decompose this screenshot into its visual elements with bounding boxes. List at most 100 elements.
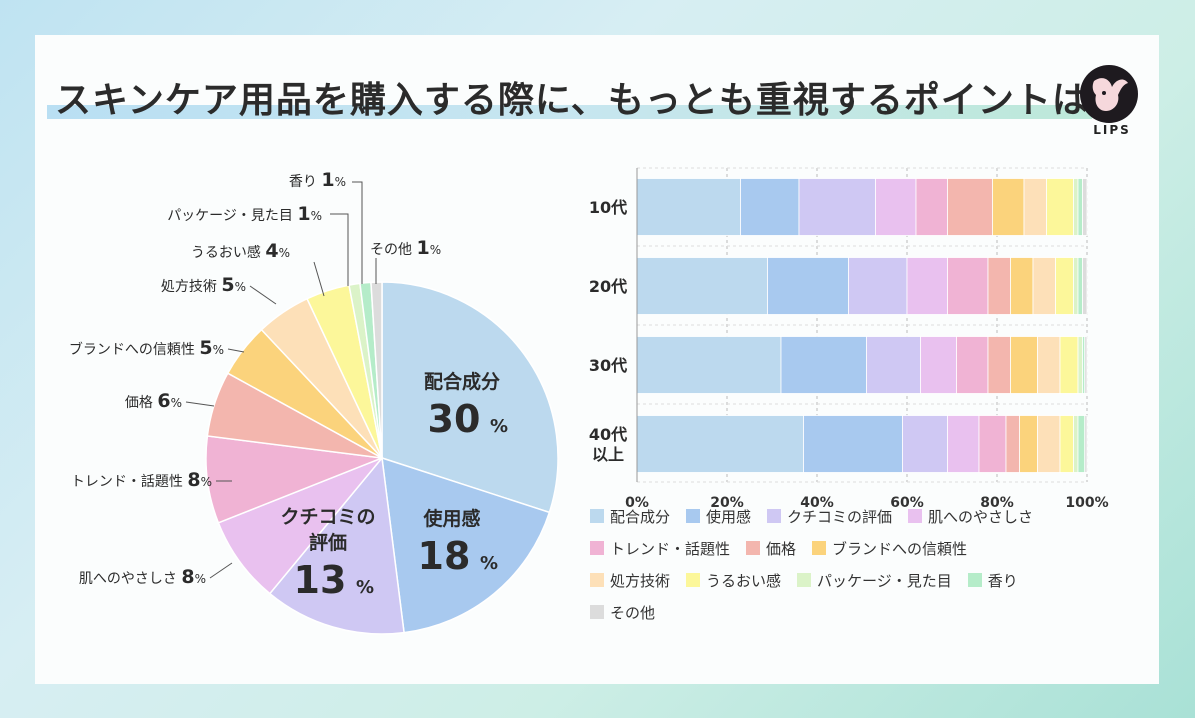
bar-segment xyxy=(987,257,1011,315)
leader-line xyxy=(209,562,233,579)
legend-label: 香り xyxy=(987,571,1018,590)
legend-label: トレンド・話題性 xyxy=(610,539,731,558)
bar-segment xyxy=(956,336,989,394)
slice-percentage: 13 xyxy=(294,558,347,602)
bar-segment xyxy=(1082,257,1088,315)
slice-label: 使用感 xyxy=(422,507,480,530)
bar-segment xyxy=(906,257,948,315)
legend-label: パッケージ・見た目 xyxy=(817,571,952,590)
leader-line xyxy=(185,401,215,407)
legend-item: ブランドへの信頼性 xyxy=(812,538,967,559)
bar-segment xyxy=(636,336,782,394)
slice-percentage: 18 xyxy=(418,534,471,578)
legend-swatch xyxy=(686,573,701,587)
outside-slice-label: パッケージ・見た目 1% xyxy=(167,203,322,225)
bar-segment xyxy=(798,178,876,236)
bar-segment xyxy=(1082,178,1088,236)
leader-line xyxy=(330,213,349,286)
legend-label: その他 xyxy=(610,603,656,622)
legend-label: クチコミの評価 xyxy=(787,507,893,526)
bar-segment xyxy=(1077,257,1083,315)
slice-label: クチコミの xyxy=(280,506,375,528)
bar-segment xyxy=(875,178,917,236)
legend-swatch xyxy=(908,509,923,523)
bar-segment xyxy=(1059,415,1074,473)
bar-segment xyxy=(1059,336,1079,394)
bar-segment xyxy=(978,415,1007,473)
slice-percentage-unit: % xyxy=(356,577,374,598)
y-category-label: 30代 xyxy=(589,356,627,375)
bar-segment xyxy=(947,257,989,315)
legend-item: 価格 xyxy=(746,538,796,559)
outside-slice-label: その他 1% xyxy=(370,237,441,259)
legend-swatch xyxy=(590,509,604,523)
legend-item: その他 xyxy=(590,602,655,623)
leader-line xyxy=(249,285,277,305)
bar-segment xyxy=(1037,336,1061,394)
legend-label: ブランドへの信頼性 xyxy=(832,539,968,558)
leader-line xyxy=(352,181,363,284)
legend-swatch xyxy=(967,573,982,587)
bar-segment xyxy=(780,336,867,394)
pie-slice xyxy=(268,456,405,635)
bar-segment xyxy=(1073,178,1079,236)
legend-label: 配合成分 xyxy=(610,507,671,526)
x-tick-label: 60% xyxy=(890,495,924,511)
legend-item: 処方技術 xyxy=(590,570,670,591)
bar-segment xyxy=(1032,257,1056,315)
bar-segment xyxy=(1077,336,1083,394)
y-category-label: 以上 xyxy=(592,445,624,464)
x-tick-label: 0% xyxy=(625,495,649,511)
x-tick-label: 80% xyxy=(980,495,1014,511)
bar-segment xyxy=(992,178,1025,236)
bar-segment xyxy=(1010,257,1034,315)
outside-slice-label: うるおい感 4% xyxy=(191,240,290,262)
bar-segment xyxy=(1037,415,1061,473)
legend-item: 肌へのやさしさ xyxy=(908,506,1033,527)
bar-segment xyxy=(1005,415,1020,473)
bar-segment xyxy=(947,178,993,236)
legend-item: クチコミの評価 xyxy=(767,506,892,527)
bar-segment xyxy=(1023,178,1047,236)
legend-item: パッケージ・見た目 xyxy=(797,570,952,591)
title-underline xyxy=(47,105,1092,119)
outside-slice-label: 価格 6% xyxy=(125,390,182,412)
outside-slice-label: 香り 1% xyxy=(289,169,346,191)
legend-swatch xyxy=(797,573,812,587)
legend-swatch xyxy=(767,509,782,523)
bar-segment xyxy=(848,257,908,315)
outside-slice-label: 肌へのやさしさ 8% xyxy=(79,566,206,588)
legend-item: 配合成分 xyxy=(590,506,670,527)
pie-slice xyxy=(381,456,551,634)
bar-segment xyxy=(987,336,1011,394)
legend-label: 処方技術 xyxy=(610,571,671,590)
legend-row: 処方技術 うるおい感 パッケージ・見た目 香り xyxy=(590,564,1110,596)
pie-slice xyxy=(381,281,559,514)
bar-segment xyxy=(636,415,804,473)
legend-swatch xyxy=(746,541,761,555)
legend-row: 配合成分 使用感 クチコミの評価 肌へのやさしさ xyxy=(590,500,1110,532)
bar-segment xyxy=(902,415,948,473)
legend-label: 使用感 xyxy=(706,507,752,526)
legend-swatch xyxy=(590,573,604,587)
legend-item: うるおい感 xyxy=(686,570,781,591)
leader-line xyxy=(227,348,245,353)
outside-slice-label: トレンド・話題性 8% xyxy=(71,469,212,491)
logo-text: LIPS xyxy=(1093,123,1131,137)
bar-segment xyxy=(803,415,903,473)
legend-item: 使用感 xyxy=(686,506,751,527)
bar-segment xyxy=(915,178,948,236)
bar-segment xyxy=(920,336,957,394)
bar-chart-legend: 配合成分 使用感 クチコミの評価 肌へのやさしさトレンド・話題性 価格 ブランドへの信頼性… xyxy=(590,500,1110,628)
y-category-label: 40代 xyxy=(589,425,627,444)
bar-segment xyxy=(740,178,800,236)
legend-item: トレンド・話題性 xyxy=(590,538,730,559)
x-tick-label: 40% xyxy=(800,495,834,511)
bar-segment xyxy=(1084,336,1088,394)
bar-segment xyxy=(866,336,921,394)
legend-row: その他 xyxy=(590,596,1110,628)
bar-segment xyxy=(636,257,768,315)
bar-segment xyxy=(1010,336,1038,394)
